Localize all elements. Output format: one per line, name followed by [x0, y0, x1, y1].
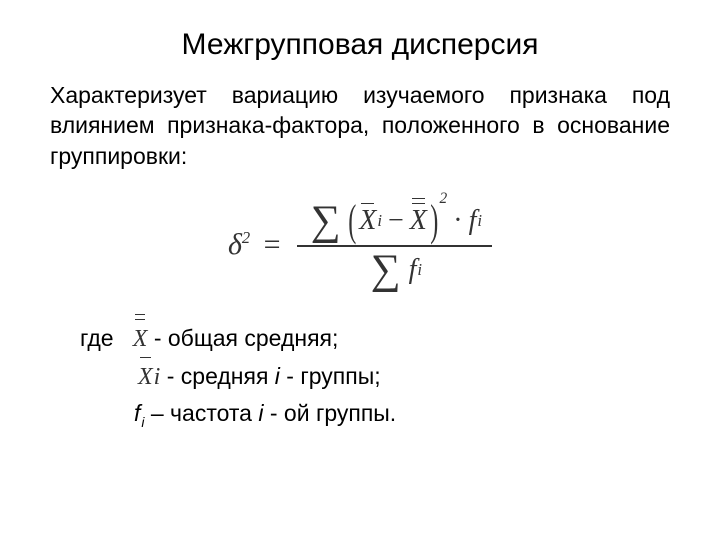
- legend-3-mid: – частота: [151, 400, 258, 426]
- xbar-i: X: [359, 205, 376, 237]
- rparen: ): [430, 199, 438, 243]
- legend-line-2: Xi - средняя i - группы;: [80, 359, 670, 397]
- sym-delta: δ: [228, 228, 242, 261]
- formula-block: δ2 = ∑ ( Xi − X )2 · fi: [50, 197, 670, 293]
- sub-i-1: i: [377, 211, 382, 231]
- sym-dot: ·: [453, 205, 462, 237]
- sym-f-bot: f: [409, 254, 417, 286]
- sigma-bot: ∑: [371, 249, 401, 291]
- sub-i-3: i: [417, 260, 422, 280]
- formula: δ2 = ∑ ( Xi − X )2 · fi: [228, 197, 492, 293]
- legend-xdouble: X: [133, 321, 148, 358]
- legend-3-tail: - ой группы.: [263, 400, 396, 426]
- legend-xbar: X: [138, 359, 153, 396]
- sym-eq: =: [264, 228, 281, 261]
- legend-f: f: [134, 400, 140, 426]
- sym-f-top: f: [469, 205, 477, 237]
- where-label: где: [80, 325, 114, 351]
- legend-line-1: где X - общая средняя;: [80, 321, 670, 359]
- legend-2-a: - средняя: [167, 363, 275, 389]
- sym-minus: −: [388, 205, 404, 237]
- sq-outer: 2: [440, 190, 448, 208]
- lparen: (: [348, 199, 356, 243]
- legend-xbar-sub: i: [154, 359, 161, 396]
- sigma-top: ∑: [311, 200, 341, 242]
- legend-f-sub: i: [141, 415, 144, 430]
- legend-1-text: - общая средняя;: [154, 325, 339, 351]
- slide: Межгрупповая дисперсия Характеризует вар…: [0, 0, 720, 540]
- legend-line-3: fi – частота i - ой группы.: [80, 396, 670, 433]
- denominator: ∑ fi: [357, 247, 432, 293]
- sub-i-2: i: [477, 211, 482, 231]
- xbar-double: X: [410, 205, 427, 237]
- legend-2-tail: - группы;: [280, 363, 381, 389]
- legend: где X - общая средняя; Xi - средняя i - …: [50, 321, 670, 433]
- slide-title: Межгрупповая дисперсия: [50, 28, 670, 62]
- fraction: ∑ ( Xi − X )2 · fi ∑ fi: [297, 197, 492, 293]
- numerator: ∑ ( Xi − X )2 · fi: [297, 197, 492, 245]
- sym-sq: 2: [242, 228, 250, 247]
- slide-paragraph: Характеризует вариацию изучаемого призна…: [50, 80, 670, 171]
